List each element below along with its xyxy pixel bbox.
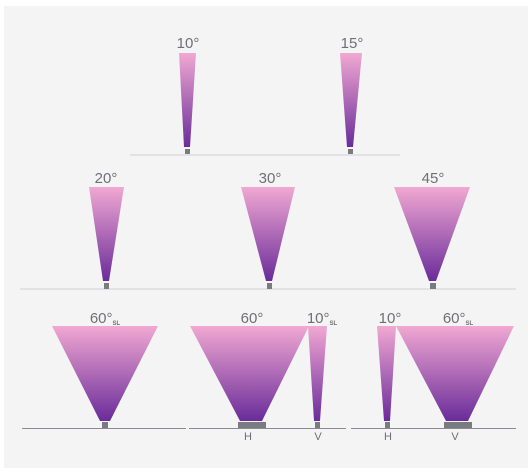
axis-label: V [314, 431, 322, 443]
beam-10: 60°SL V [396, 310, 514, 443]
light-source [444, 422, 472, 428]
beam-angle-label: 10°SL [307, 310, 338, 327]
beam-angle-label: 60° [241, 310, 264, 327]
light-source [102, 422, 108, 428]
beam-8: 10°SL V [307, 310, 338, 443]
light-source [185, 149, 190, 154]
light-source [348, 149, 353, 154]
beam-cone [190, 326, 309, 421]
beam-cone [396, 326, 514, 421]
beam-angle-label: 10° [177, 35, 200, 52]
light-source [104, 283, 109, 289]
angle-value: 60° [443, 310, 466, 327]
angle-subscript: SL [330, 321, 338, 327]
angle-value: 15° [341, 35, 364, 52]
beam-5: 45° [394, 170, 470, 289]
axis-label: H [384, 431, 392, 443]
angle-subscript: SL [466, 321, 474, 327]
beam-angle-label: 15° [341, 35, 364, 52]
beam-angle-label: 60°SL [90, 310, 121, 327]
beam-cone [179, 53, 196, 147]
beam-9: 10° H [377, 310, 401, 443]
light-source [267, 283, 272, 289]
angle-value: 60° [90, 310, 113, 327]
beam-1: 10° [177, 35, 200, 154]
beam-angle-label: 30° [259, 170, 282, 187]
beam-cone [308, 326, 327, 421]
beam-cone [89, 187, 124, 281]
beam-angle-label: 10° [379, 310, 402, 327]
beam-angle-label: 45° [422, 170, 445, 187]
angle-value: 20° [95, 170, 118, 187]
light-source [315, 422, 320, 428]
beam-2: 15° [340, 35, 363, 154]
beam-cone [52, 326, 158, 421]
beam-7: 60° H [190, 310, 309, 443]
light-source [385, 422, 390, 428]
axis-label: V [451, 431, 459, 443]
angle-value: 30° [259, 170, 282, 187]
angle-value: 10° [307, 310, 330, 327]
beam-cone [340, 53, 362, 147]
angle-value: 10° [177, 35, 200, 52]
axis-label: H [244, 431, 252, 443]
light-source [430, 283, 436, 289]
beam-cone [241, 187, 295, 281]
beam-angle-label: 20° [95, 170, 118, 187]
beam-6: 60°SL [52, 310, 158, 428]
light-source [238, 422, 266, 428]
angle-value: 10° [379, 310, 402, 327]
beam-angle-label: 60°SL [443, 310, 474, 327]
angle-value: 60° [241, 310, 264, 327]
angle-subscript: SL [113, 321, 121, 327]
beam-cone [377, 326, 396, 421]
angle-value: 45° [422, 170, 445, 187]
beam-4: 30° [241, 170, 295, 289]
beam-3: 20° [89, 170, 124, 289]
beam-cone [394, 187, 470, 281]
